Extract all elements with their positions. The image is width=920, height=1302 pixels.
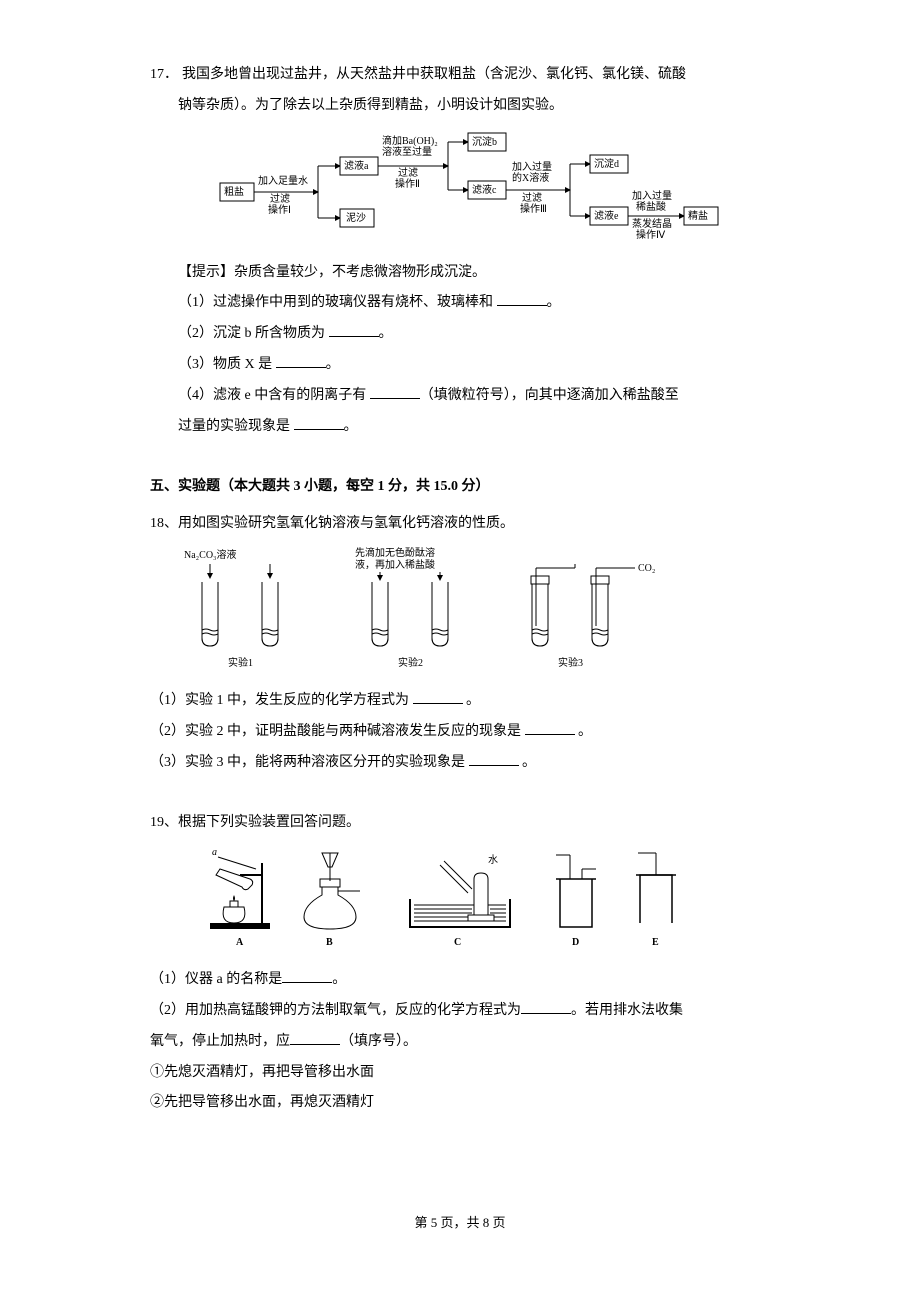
blank	[521, 998, 571, 1014]
q17-sub4: （4）滤液 e 中含有的阴离子有 （填微粒符号），向其中逐滴加入稀盐酸至	[150, 381, 770, 412]
blank	[294, 413, 344, 429]
q17-stem: 17． 我国多地曾出现过盐井，从天然盐井中获取粗盐（含泥沙、氯化钙、氯化镁、硫酸	[150, 60, 770, 91]
section-5-title: 五、实验题（本大题共 3 小题，每空 1 分，共 15.0 分）	[150, 472, 770, 503]
blank	[282, 967, 332, 983]
svg-text:加入过量: 加入过量	[632, 189, 672, 202]
q17-sub5: 过量的实验现象是 。	[150, 412, 770, 443]
svg-text:精盐: 精盐	[688, 209, 708, 222]
svg-text:加入过量: 加入过量	[512, 160, 552, 173]
svg-text:B: B	[326, 937, 333, 948]
svg-text:操作Ⅲ: 操作Ⅲ	[520, 202, 547, 215]
svg-text:滴加Ba(OH)₂: 滴加Ba(OH)₂	[382, 134, 438, 147]
q19-sub3: 氧气，停止加热时，应（填序号）。	[150, 1027, 770, 1058]
q19-number: 19、	[150, 815, 178, 830]
blank	[469, 749, 519, 765]
svg-text:Na₂CO₃溶液: Na₂CO₃溶液	[184, 548, 237, 561]
svg-text:蒸发结晶: 蒸发结晶	[632, 217, 672, 230]
svg-text:A: A	[236, 937, 244, 948]
blank	[370, 382, 420, 398]
page-footer: 第 5 页，共 8 页	[150, 1209, 770, 1238]
q18-sub1: （1）实验 1 中，发生反应的化学方程式为 。	[150, 686, 770, 717]
svg-text:的X溶液: 的X溶液	[512, 171, 549, 184]
svg-text:沉淀b: 沉淀b	[472, 135, 497, 148]
q17-stem-line2: 钠等杂质）。为了除去以上杂质得到精盐，小明设计如图实验。	[150, 91, 770, 122]
svg-text:过滤: 过滤	[522, 191, 542, 204]
svg-text:水: 水	[488, 854, 498, 866]
svg-text:液，再加入稀盐酸: 液，再加入稀盐酸	[355, 558, 435, 571]
q18-stem: 18、用如图实验研究氢氧化钠溶液与氢氧化钙溶液的性质。	[150, 509, 770, 540]
q18-sub3: （3）实验 3 中，能将两种溶液区分开的实验现象是 。	[150, 748, 770, 779]
q19-apparatus: a A B 水	[200, 845, 720, 955]
blank	[329, 321, 379, 337]
q18-figure: Na₂CO₃溶液 实验1 先滴加无色酚酞溶 液，再加入稀盐酸 实验2	[180, 546, 740, 676]
svg-text:泥沙: 泥沙	[346, 211, 366, 224]
q18-number: 18、	[150, 516, 178, 531]
q19-opt2: ②先把导管移出水面，再熄灭酒精灯	[150, 1088, 770, 1119]
svg-text:先滴加无色酚酞溶: 先滴加无色酚酞溶	[355, 546, 435, 559]
svg-text:a: a	[212, 847, 217, 858]
svg-text:滤液c: 滤液c	[472, 183, 497, 196]
blank	[525, 718, 575, 734]
svg-text:操作Ⅰ: 操作Ⅰ	[268, 203, 291, 216]
q17-hint: 【提示】杂质含量较少，不考虑微溶物形成沉淀。	[150, 258, 770, 289]
svg-text:D: D	[572, 937, 579, 948]
svg-text:滤液a: 滤液a	[344, 159, 369, 172]
svg-text:沉淀d: 沉淀d	[594, 157, 619, 170]
q19-stem: 19、根据下列实验装置回答问题。	[150, 808, 770, 839]
blank	[413, 688, 463, 704]
svg-text:过滤: 过滤	[270, 192, 290, 205]
q18-sub2: （2）实验 2 中，证明盐酸能与两种碱溶液发生反应的现象是 。	[150, 717, 770, 748]
q17-sub1: （1）过滤操作中用到的玻璃仪器有烧杯、玻璃棒和 。	[150, 288, 770, 319]
svg-text:实验1: 实验1	[228, 656, 253, 669]
q19-opt1: ①先熄灭酒精灯，再把导管移出水面	[150, 1058, 770, 1089]
svg-text:实验3: 实验3	[558, 656, 583, 669]
q17-sub2: （2）沉淀 b 所含物质为 。	[150, 319, 770, 350]
svg-text:实验2: 实验2	[398, 656, 423, 669]
q17-stem-line1: 我国多地曾出现过盐井，从天然盐井中获取粗盐（含泥沙、氯化钙、氯化镁、硫酸	[182, 60, 686, 91]
svg-text:过滤: 过滤	[398, 166, 418, 179]
blank	[276, 352, 326, 368]
svg-text:操作Ⅳ: 操作Ⅳ	[636, 228, 666, 241]
blank	[497, 290, 547, 306]
q17-flowchart: 粗盐 加入足量水 过滤 操作Ⅰ 滤液a 泥沙 滴加Ba(OH)₂ 溶液至过量 过…	[200, 128, 720, 248]
q19-sub1: （1）仪器 a 的名称是。	[150, 965, 770, 996]
q19-sub2: （2）用加热高锰酸钾的方法制取氧气，反应的化学方程式为。若用排水法收集	[150, 996, 770, 1027]
svg-text:操作Ⅱ: 操作Ⅱ	[395, 177, 420, 190]
svg-text:粗盐: 粗盐	[224, 185, 244, 198]
q17-number: 17．	[150, 60, 178, 91]
question-18: 18、用如图实验研究氢氧化钠溶液与氢氧化钙溶液的性质。 Na₂CO₃溶液 实验1…	[150, 509, 770, 778]
svg-text:溶液至过量: 溶液至过量	[382, 145, 432, 158]
question-17: 17． 我国多地曾出现过盐井，从天然盐井中获取粗盐（含泥沙、氯化钙、氯化镁、硫酸…	[150, 60, 770, 442]
svg-text:C: C	[454, 937, 461, 948]
svg-text:CO₂: CO₂	[638, 563, 655, 574]
svg-text:E: E	[652, 937, 659, 948]
svg-text:稀盐酸: 稀盐酸	[636, 200, 666, 213]
question-19: 19、根据下列实验装置回答问题。 a A B 水	[150, 808, 770, 1119]
q17-sub3: （3）物质 X 是 。	[150, 350, 770, 381]
blank	[290, 1028, 340, 1044]
svg-text:加入足量水: 加入足量水	[258, 175, 308, 187]
svg-text:滤液e: 滤液e	[594, 209, 619, 222]
